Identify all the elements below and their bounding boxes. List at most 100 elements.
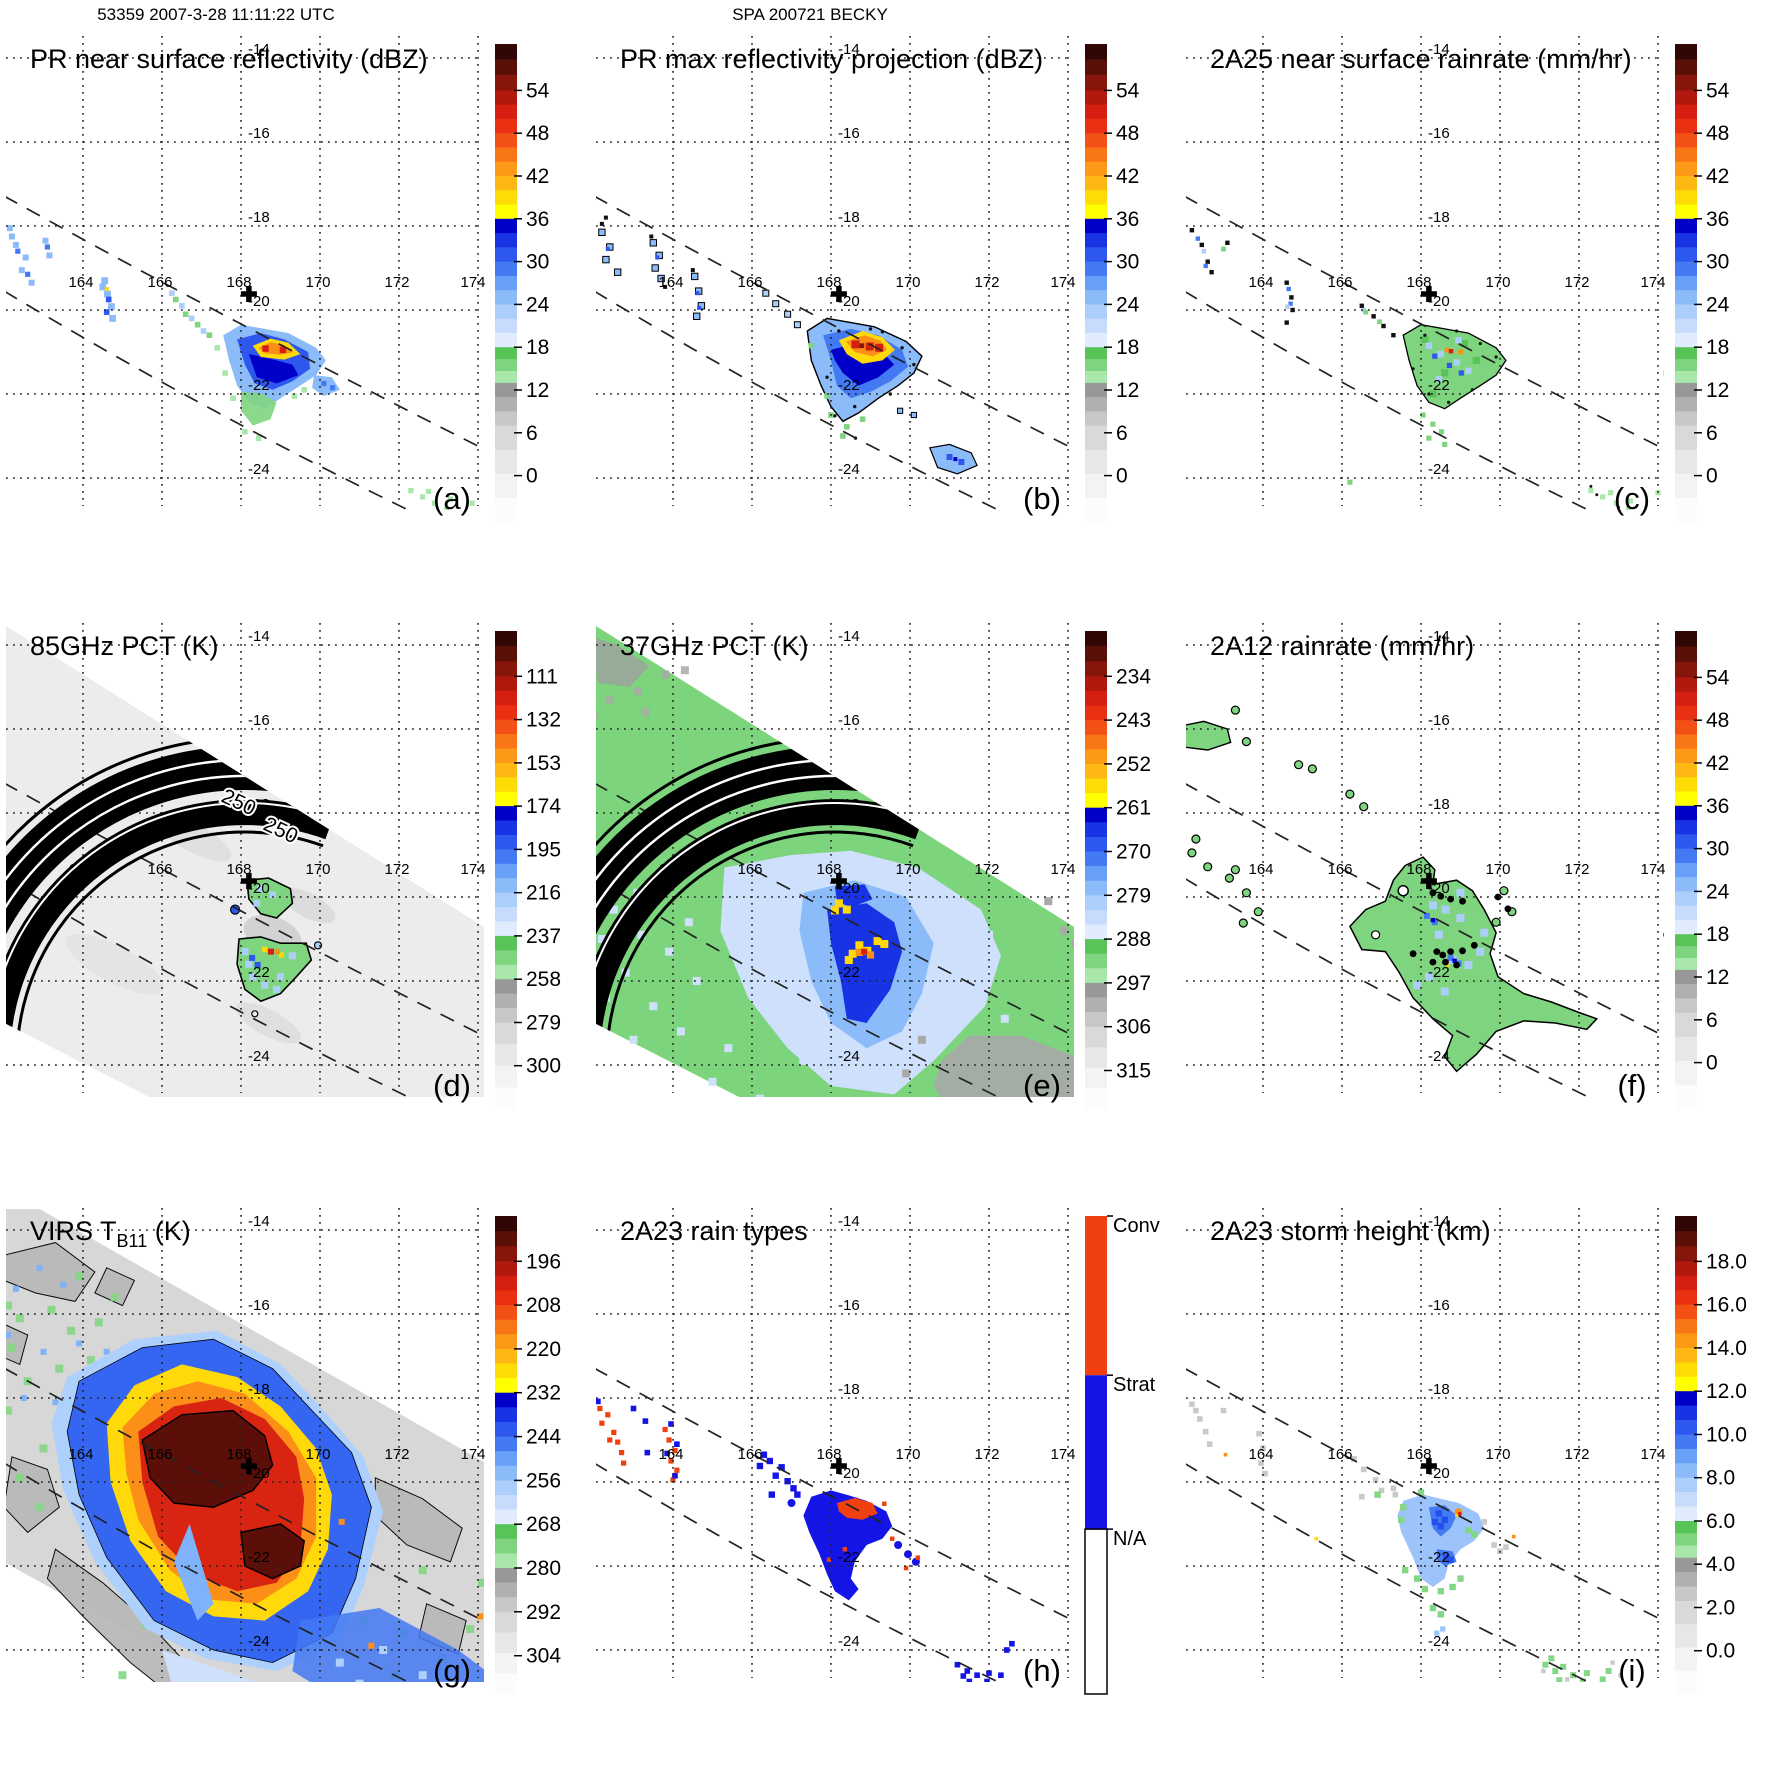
data-pixels bbox=[748, 876, 1009, 1065]
panel-svg-b: 164 166 168 170 172 174 -14 -16 -18 -20 -22 -24 PR m… bbox=[596, 36, 1140, 523]
data-pixels bbox=[1434, 1626, 1446, 1636]
svg-text:268: 268 bbox=[526, 1513, 561, 1536]
data-pixels bbox=[897, 407, 917, 419]
svg-text:168: 168 bbox=[226, 1446, 251, 1463]
svg-text:16.0: 16.0 bbox=[1706, 1294, 1747, 1317]
svg-text:8.0: 8.0 bbox=[1706, 1467, 1735, 1490]
data-dots bbox=[251, 1010, 259, 1018]
svg-text:18: 18 bbox=[526, 336, 549, 359]
data-pixels bbox=[598, 228, 706, 321]
svg-text:288: 288 bbox=[1116, 928, 1151, 951]
svg-text:172: 172 bbox=[1564, 861, 1589, 878]
svg-text:-20: -20 bbox=[838, 1465, 860, 1482]
data-pixels bbox=[274, 949, 280, 955]
svg-text:48: 48 bbox=[526, 122, 549, 145]
scan-contour-arc bbox=[6, 774, 343, 1097]
svg-text:18.0: 18.0 bbox=[1706, 1250, 1747, 1273]
panel-letter: (i) bbox=[1618, 1653, 1646, 1688]
panel-title: 37GHz PCT (K) bbox=[620, 631, 809, 661]
svg-text:166: 166 bbox=[147, 861, 172, 878]
swath-edge-line bbox=[1186, 291, 1591, 510]
svg-text:-22: -22 bbox=[1428, 964, 1450, 981]
svg-text:164: 164 bbox=[68, 274, 93, 291]
svg-text:111: 111 bbox=[526, 665, 558, 688]
swath-edge-line bbox=[1186, 783, 1663, 1036]
data-pixels bbox=[1542, 1655, 1612, 1682]
svg-text:174: 174 bbox=[460, 274, 485, 291]
svg-text:172: 172 bbox=[974, 1446, 999, 1463]
svg-text:-16: -16 bbox=[838, 712, 860, 729]
overpass-header: 53359 2007-3-28 11:11:22 UTC bbox=[97, 5, 335, 24]
colorbar-a: 54 48 42 36 30 24 18 12 6 0 bbox=[495, 44, 550, 523]
data-blob bbox=[162, 1650, 257, 1682]
data-blob bbox=[1186, 720, 1232, 751]
svg-text:-18: -18 bbox=[248, 1381, 270, 1398]
storm-center-marker bbox=[1420, 873, 1437, 889]
colorbar-b: 54 48 42 36 30 24 18 12 6 0 bbox=[1085, 44, 1140, 523]
svg-text:-20: -20 bbox=[248, 880, 270, 897]
svg-text:10.0: 10.0 bbox=[1706, 1424, 1747, 1447]
svg-text:132: 132 bbox=[526, 709, 561, 732]
svg-text:279: 279 bbox=[526, 1012, 561, 1035]
panel-virs-tb11: 164 166 168 170 172 174 -14 -16 -18 -20 -22 -24 VIRS… bbox=[0, 1200, 591, 1776]
colorbar-g: 196 208 220 232 244 256 268 280 292 304 bbox=[495, 1216, 561, 1695]
data-pixels bbox=[954, 1640, 1015, 1682]
scan-contour-arc bbox=[6, 745, 353, 1097]
panel-svg-g: 164 166 168 170 172 174 -14 -16 -18 -20 -22 -24 VIRS… bbox=[6, 1208, 561, 1709]
swath-edge-line bbox=[1186, 1368, 1663, 1621]
data-dots bbox=[1457, 1511, 1462, 1516]
data-pixels bbox=[262, 946, 284, 958]
panel-svg-e: 164 166 168 170 172 174-14-16-18-20-22-2437GH… bbox=[596, 623, 1151, 1110]
svg-text:0: 0 bbox=[526, 465, 538, 488]
data-blob bbox=[6, 1324, 29, 1366]
data-pixels bbox=[599, 215, 695, 289]
svg-text:-18: -18 bbox=[1428, 796, 1450, 813]
storm-center-marker bbox=[830, 873, 847, 889]
swath-edge-line bbox=[596, 1368, 1073, 1621]
svg-text:6: 6 bbox=[1706, 1009, 1718, 1032]
svg-text:174: 174 bbox=[460, 861, 485, 878]
svg-text:24: 24 bbox=[1706, 880, 1730, 903]
data-blob bbox=[241, 1688, 304, 1709]
svg-text:170: 170 bbox=[895, 861, 920, 878]
swath-edge-line bbox=[6, 291, 411, 510]
svg-text:292: 292 bbox=[526, 1601, 561, 1624]
storm-center-marker bbox=[240, 286, 257, 302]
data-blob bbox=[596, 638, 650, 687]
svg-text:-24: -24 bbox=[838, 1048, 860, 1065]
svg-text:-22: -22 bbox=[1428, 1549, 1450, 1566]
svg-text:24: 24 bbox=[1706, 293, 1730, 316]
svg-text:-14: -14 bbox=[838, 628, 860, 645]
panel-svg-h: 164 166 168 170 172 174 -14 -16 -18 -20 -22 -24 2A23… bbox=[596, 1208, 1160, 1695]
svg-text:-16: -16 bbox=[248, 712, 270, 729]
data-pixels bbox=[597, 1405, 680, 1483]
storm-name-header: SPA 200721 BECKY bbox=[732, 5, 888, 24]
panel-letter: (g) bbox=[433, 1653, 471, 1688]
svg-text:36: 36 bbox=[1706, 795, 1729, 818]
data-pixels bbox=[1189, 228, 1396, 338]
data-dots bbox=[1371, 930, 1381, 940]
storm-center-marker bbox=[1420, 286, 1437, 302]
data-pixels bbox=[596, 666, 689, 721]
data-pixels bbox=[953, 457, 958, 462]
grid-labels-a: 164 166 168 170 172 174 -14 -16 -18 -20 -22 -24 bbox=[68, 41, 485, 478]
scan-contour-arc bbox=[15, 830, 324, 1097]
svg-text:-14: -14 bbox=[838, 41, 860, 58]
svg-text:12: 12 bbox=[1706, 966, 1729, 989]
grid-labels-g: 164 166 168 170 172 174 -14 -16 -18 -20 -22 -24 bbox=[68, 1213, 485, 1650]
data-pixels bbox=[855, 948, 875, 959]
svg-text:174: 174 bbox=[1050, 861, 1075, 878]
data-pixels bbox=[1446, 963, 1450, 967]
svg-text:-22: -22 bbox=[1428, 377, 1450, 394]
svg-text:164: 164 bbox=[1248, 861, 1273, 878]
data-pixels bbox=[830, 899, 889, 964]
data-blob bbox=[803, 1490, 893, 1601]
data-blob bbox=[834, 884, 873, 908]
svg-text:0: 0 bbox=[1116, 465, 1128, 488]
svg-text:297: 297 bbox=[1116, 972, 1151, 995]
data-blob bbox=[6, 1242, 96, 1302]
svg-text:164: 164 bbox=[1248, 274, 1273, 291]
grid-labels-i: 164 166 168 170 172 174 -14 -16 -18 -20 -22 -24 bbox=[1248, 1213, 1665, 1650]
swath-edge-line bbox=[596, 196, 1073, 449]
data-pixels bbox=[15, 244, 50, 277]
